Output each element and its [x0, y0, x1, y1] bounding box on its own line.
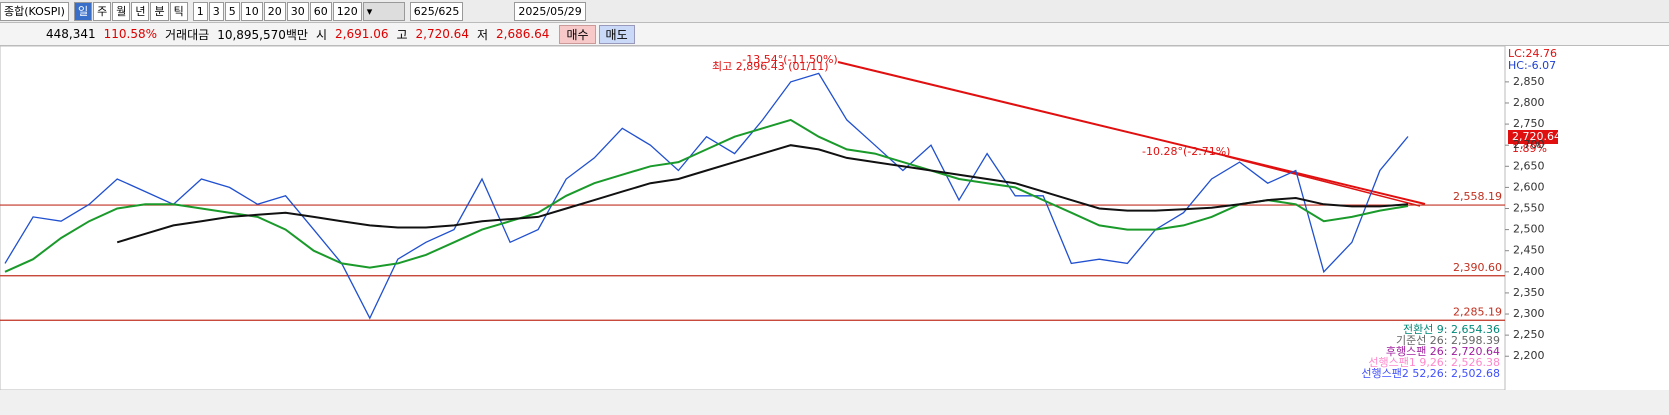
- level-label: 2,285.19: [1453, 305, 1502, 318]
- symbol[interactable]: 종합(KOSPI): [0, 1, 69, 21]
- toolbar-button[interactable]: 30: [286, 1, 309, 21]
- annotation: 최고 2,896.43 (01/11): [712, 60, 829, 73]
- buy-button[interactable]: 매수: [559, 24, 596, 44]
- count[interactable]: 625/625: [409, 1, 464, 21]
- trend-line: [837, 61, 1426, 205]
- dropdown[interactable]: ▾: [362, 1, 405, 21]
- level-label: 2,390.60: [1453, 261, 1502, 274]
- plot-area: [0, 46, 1506, 391]
- price-box-text: 2,720.64: [1512, 130, 1561, 143]
- toolbar-button[interactable]: 5: [224, 1, 240, 21]
- y-tick-label: 2,250: [1513, 328, 1545, 341]
- annotation: -10.28°(-2.71%): [1142, 145, 1230, 158]
- y-tick-label: 2,500: [1513, 223, 1545, 236]
- change: 1.89%: [1512, 142, 1547, 155]
- y-tick-label: 2,400: [1513, 265, 1545, 278]
- y-tick-label: 2,300: [1513, 307, 1545, 320]
- indicator-label: 후행스팬 26: 2,720.64: [1386, 345, 1500, 358]
- indicator-label: 전환선 9: 2,654.36: [1403, 323, 1500, 336]
- high: 2,720.64: [415, 27, 469, 41]
- volume-ratio: 110.58%: [103, 27, 158, 41]
- toolbar-button[interactable]: 월: [112, 1, 131, 21]
- y-tick-label: 2,200: [1513, 349, 1545, 362]
- y-tick-label: 2,800: [1513, 96, 1545, 109]
- open-label: 시: [315, 27, 328, 42]
- date[interactable]: 2025/05/29: [514, 1, 586, 21]
- y-tick-label: 2,650: [1513, 159, 1545, 172]
- annotation: -13.54°(-11.50%): [742, 53, 837, 66]
- series-line: [4, 72, 1409, 320]
- amount: 10,895,570백만: [217, 27, 308, 42]
- y-tick-label: 2,350: [1513, 286, 1545, 299]
- toolbar-button[interactable]: 120: [332, 1, 362, 21]
- indicator-label: 기준선 26: 2,598.39: [1396, 334, 1500, 347]
- series-line: [4, 118, 1409, 273]
- price-box: [1508, 130, 1558, 144]
- open: 2,691.06: [335, 27, 389, 41]
- y-tick-label: 2,850: [1513, 75, 1545, 88]
- toolbar-button[interactable]: 분: [150, 1, 169, 21]
- toolbar-button[interactable]: 3: [208, 1, 224, 21]
- lc: LC:24.76: [1508, 47, 1557, 60]
- high-label: 고: [396, 27, 408, 42]
- amount-label: 거래대금: [165, 27, 210, 42]
- indicator-label: 선행스팬1 9,26: 2,526.38: [1368, 356, 1500, 369]
- y-tick-label: 2,600: [1513, 180, 1545, 193]
- trend-line: [1224, 155, 1421, 207]
- toolbar-button[interactable]: 60: [309, 1, 332, 21]
- bottom-strip: [0, 390, 1669, 415]
- volume: 448,341: [46, 27, 96, 41]
- toolbar-button[interactable]: 년: [131, 1, 150, 21]
- toolbar-button[interactable]: 주: [93, 1, 112, 21]
- toolbar-button[interactable]: 틱: [169, 1, 188, 21]
- toolbar-button[interactable]: 일: [73, 1, 93, 21]
- y-tick-label: 2,450: [1513, 244, 1545, 257]
- info-bar: 448,341 110.58% 거래대금 10,895,570백만 시 2,69…: [0, 23, 1669, 46]
- series-line: [116, 144, 1409, 244]
- hc: HC:-6.07: [1508, 59, 1556, 72]
- y-tick-label: 2,550: [1513, 202, 1545, 215]
- chart: -13.54°(-11.50%) 최고 2,896.43 (01/11) -10…: [0, 46, 1669, 415]
- y-tick-label: 2,750: [1513, 117, 1545, 130]
- low-label: 저: [476, 27, 488, 42]
- sell-button[interactable]: 매도: [598, 24, 635, 44]
- level-label: 2,558.19: [1453, 190, 1502, 203]
- y-tick-label: 2,700: [1513, 138, 1545, 151]
- toolbar-button[interactable]: 20: [263, 1, 286, 21]
- indicator-label: 선행스팬2 52,26: 2,502.68: [1361, 367, 1500, 380]
- toolbar-button[interactable]: 1: [192, 1, 208, 21]
- toolbar-button[interactable]: 10: [240, 1, 263, 21]
- low: 2,686.64: [496, 27, 550, 41]
